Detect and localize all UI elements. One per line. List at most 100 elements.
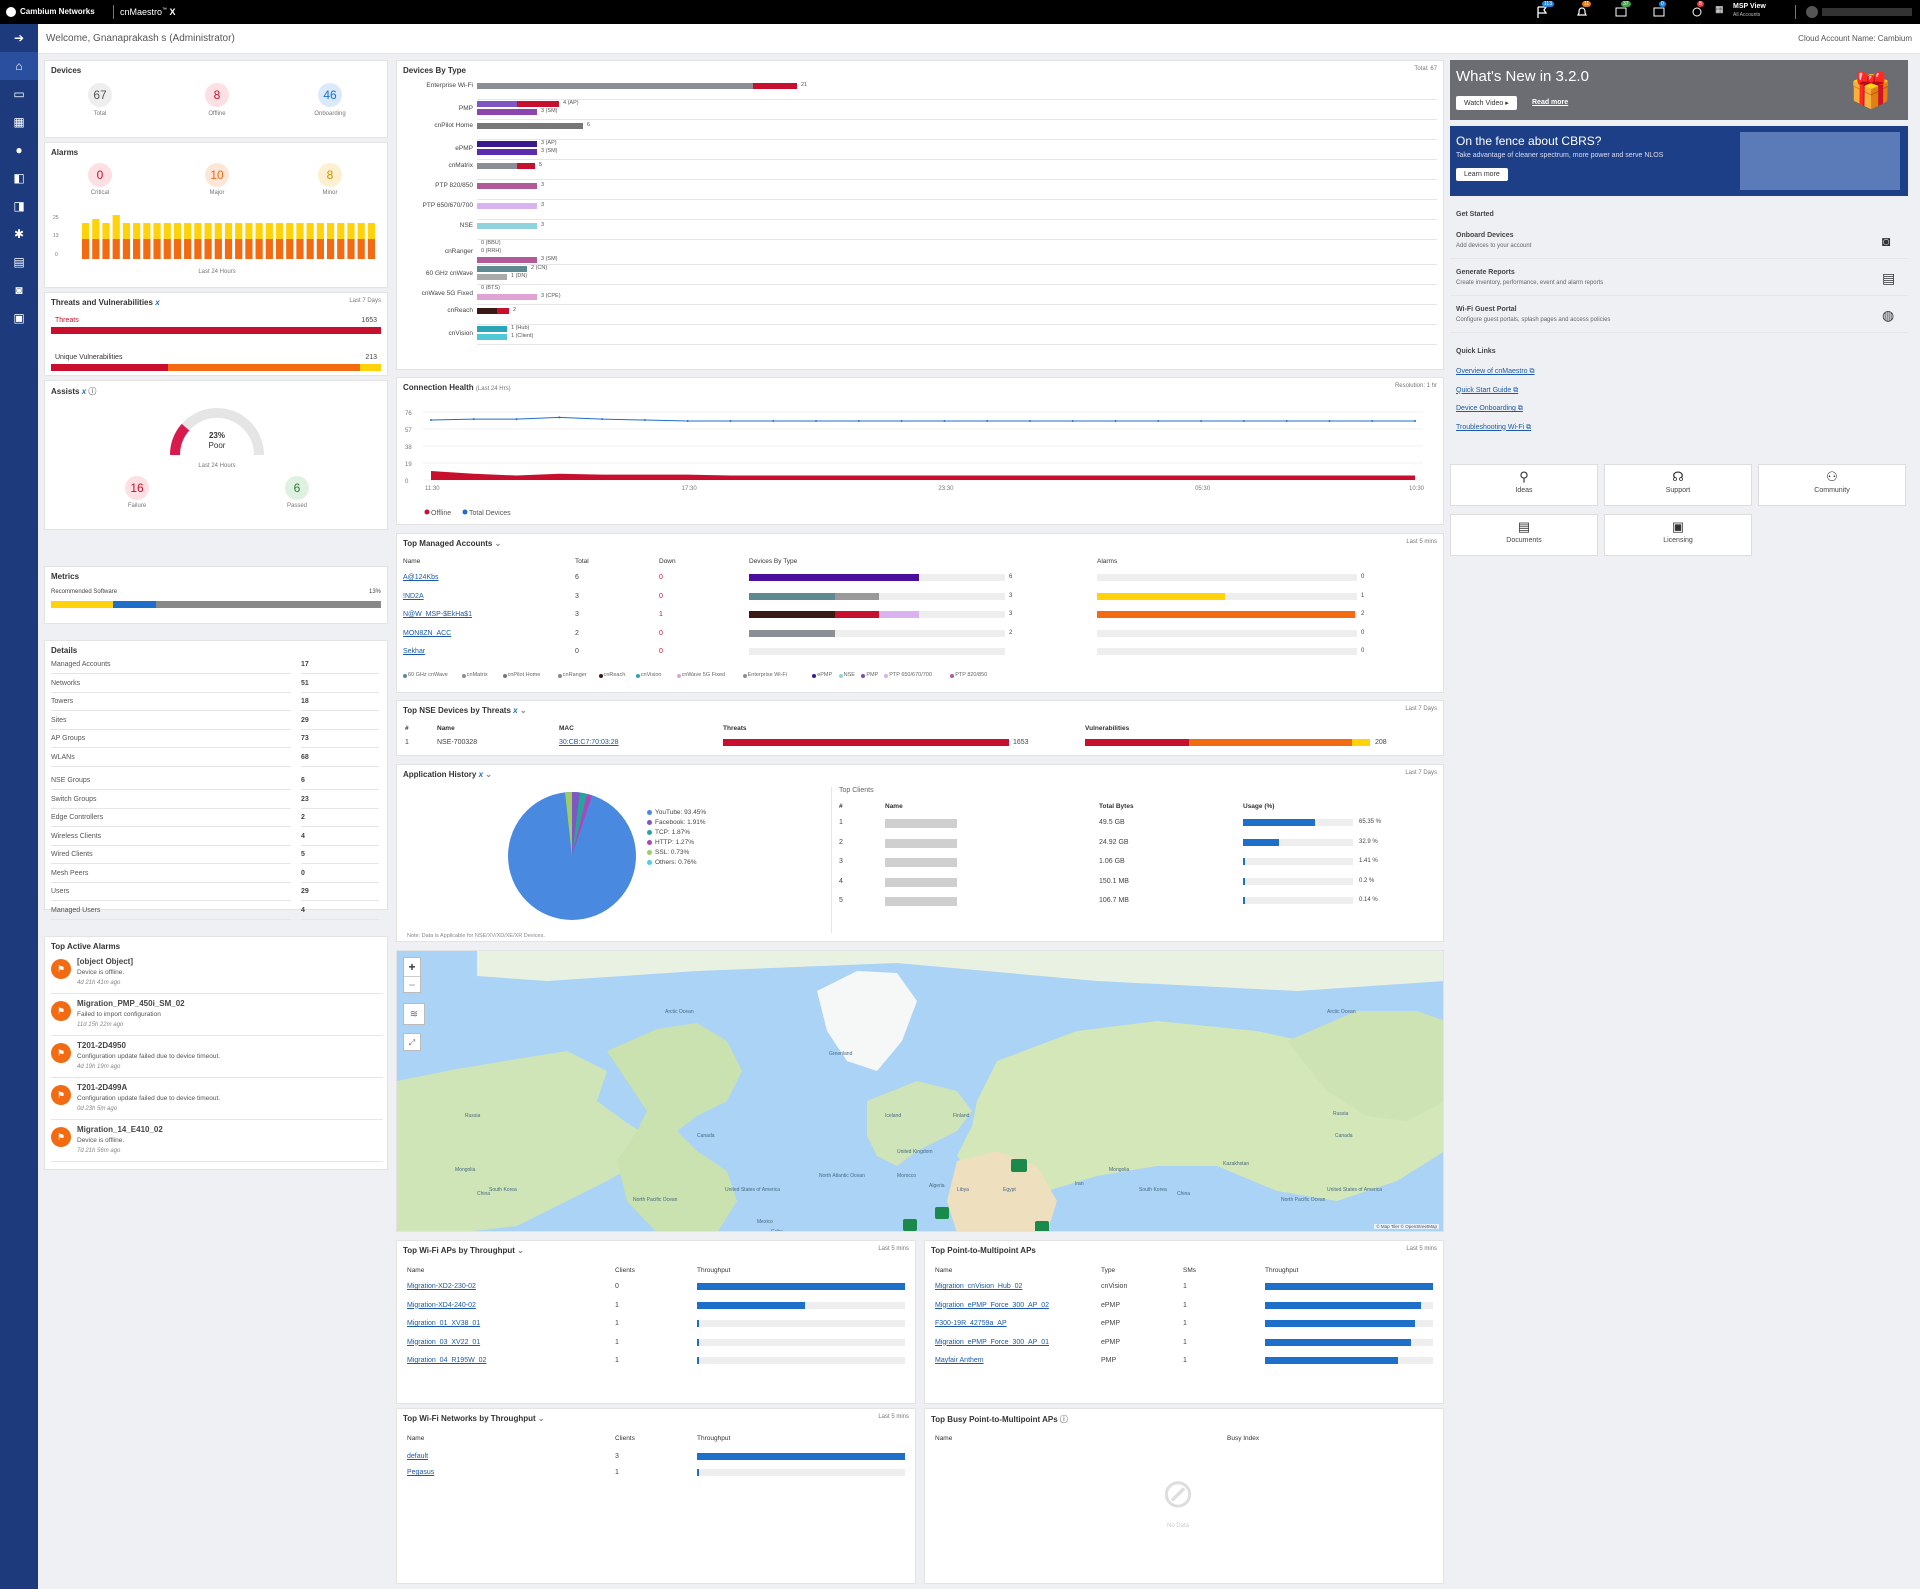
row-name-link[interactable]: default (407, 1453, 429, 1460)
device-type-bar[interactable] (477, 294, 537, 300)
detail-value[interactable]: 29 (301, 716, 309, 724)
tile-community[interactable]: ⚇ Community (1758, 464, 1906, 506)
alarm-name[interactable]: T201-2D499A (77, 1083, 128, 1092)
app-pie-chart[interactable] (507, 791, 637, 921)
nse-mac-link[interactable]: 30:CB:C7:70:03:28 (559, 739, 619, 746)
tile-ideas[interactable]: ⚲ Ideas (1450, 464, 1598, 506)
device-type-bar[interactable] (477, 123, 583, 129)
gear-status-icon[interactable]: 37 (1614, 1, 1631, 19)
device-type-bar[interactable] (753, 83, 797, 89)
get-started-item-title[interactable]: Onboard Devices (1456, 232, 1514, 239)
row-name-link[interactable]: Mayfair Anthem (935, 1357, 984, 1364)
learn-more-button[interactable]: Learn more (1456, 168, 1508, 181)
throughput-bar[interactable] (1265, 1283, 1433, 1290)
detail-value[interactable]: 4 (301, 906, 305, 914)
avatar[interactable] (1806, 6, 1818, 18)
alarm-name[interactable]: T201-2D4950 (77, 1041, 126, 1050)
collapse-arrow-icon[interactable]: ➔ (13, 31, 25, 45)
throughput-bar[interactable] (697, 1338, 700, 1346)
devices-offline[interactable]: 8 (205, 83, 229, 107)
alarm-name[interactable]: [object Object] (77, 957, 134, 966)
assists-failure[interactable]: 16 (125, 476, 149, 500)
world-map[interactable]: + − ≋ ⤢ Arctic Ocean Greenland Russia Canad… (396, 950, 1444, 1232)
devices-onboarding[interactable]: 46 (318, 83, 342, 107)
throughput-bar[interactable] (1265, 1301, 1422, 1309)
vuln-minor-bar[interactable] (360, 364, 381, 371)
nse-threats-bar[interactable] (723, 739, 1009, 746)
account-device-bar[interactable] (749, 574, 919, 581)
detail-value[interactable]: 68 (301, 753, 309, 761)
detail-value[interactable]: 23 (301, 795, 309, 803)
zoom-out-button[interactable]: − (404, 976, 420, 993)
zoom-in-button[interactable]: + (408, 960, 416, 974)
tasks-icon[interactable]: 0 (1652, 1, 1666, 19)
nse-vuln-minor[interactable] (1352, 739, 1370, 746)
usage-bar[interactable] (1243, 858, 1245, 865)
detail-value[interactable]: 51 (301, 679, 309, 687)
watch-video-button[interactable]: Watch Video ▸ (1456, 96, 1517, 110)
device-type-bar[interactable] (477, 149, 537, 155)
client-name-redacted[interactable] (885, 877, 957, 887)
detail-value[interactable]: 5 (301, 851, 305, 858)
software-bar-b[interactable] (113, 601, 156, 608)
alarm-name[interactable]: Migration_14_E410_02 (77, 1125, 163, 1134)
device-type-bar[interactable] (477, 266, 527, 272)
get-started-item-title[interactable]: Generate Reports (1456, 269, 1515, 276)
alarms-major[interactable]: 10 (205, 163, 229, 187)
row-name-link[interactable]: Migration_04_R195W_02 (407, 1357, 487, 1364)
device-type-bar[interactable] (517, 101, 559, 107)
row-name-link[interactable]: Migration-XD4-240-02 (407, 1301, 476, 1309)
client-name-redacted[interactable] (885, 897, 957, 906)
usage-bar[interactable] (1243, 819, 1315, 826)
row-name-link[interactable]: Migration_03_XV22_01 (407, 1338, 481, 1346)
nse-vuln-critical[interactable] (1085, 739, 1189, 746)
msp-view-label[interactable]: MSP View (1733, 3, 1766, 10)
quick-link[interactable]: Troubleshooting Wi-Fi ⧉ (1456, 423, 1532, 431)
threats-bar[interactable] (51, 327, 381, 334)
account-name-link[interactable]: Sekhar (403, 648, 426, 655)
account-device-bar[interactable] (749, 629, 835, 637)
globe-icon[interactable]: ◍ (1882, 307, 1895, 323)
map-marker-icon[interactable] (1011, 1159, 1027, 1172)
software-bar-c[interactable] (156, 601, 381, 608)
usage-bar[interactable] (1243, 838, 1280, 846)
vuln-critical-bar[interactable] (51, 364, 168, 371)
client-name-redacted[interactable] (885, 858, 957, 867)
tile-support[interactable]: ☊ Support (1604, 464, 1752, 506)
quick-link[interactable]: Quick Start Guide ⧉ (1456, 386, 1519, 394)
throughput-bar[interactable] (697, 1320, 700, 1327)
detail-value[interactable]: 18 (301, 698, 309, 705)
detail-value[interactable]: 6 (301, 777, 305, 784)
detail-value[interactable]: 0 (301, 869, 305, 877)
throughput-bar[interactable] (697, 1453, 905, 1460)
vuln-major-bar[interactable] (168, 364, 360, 371)
alarms-critical[interactable]: 0 (88, 163, 112, 187)
user-name-redacted[interactable] (1822, 8, 1912, 16)
nse-vuln-major[interactable] (1189, 739, 1352, 746)
account-name-link[interactable]: A@124Kbs (403, 574, 439, 581)
tile-licensing[interactable]: ▣ Licensing (1604, 514, 1752, 556)
throughput-bar[interactable] (697, 1301, 806, 1309)
assists-passed[interactable]: 6 (285, 476, 309, 500)
row-name-link[interactable]: Migration_ePMP_Force_300_AP_01 (935, 1338, 1050, 1346)
map-marker-icon[interactable] (1035, 1221, 1049, 1231)
throughput-bar[interactable] (1265, 1357, 1398, 1364)
device-type-bar[interactable] (477, 326, 507, 332)
monitor-icon[interactable]: ▭ (13, 87, 25, 101)
account-device-bar[interactable] (879, 611, 919, 618)
throughput-bar[interactable] (697, 1283, 905, 1290)
detail-value[interactable]: 29 (301, 888, 309, 895)
device-type-bar[interactable] (477, 83, 753, 89)
camera-icon[interactable]: ◙ (1882, 233, 1891, 249)
apps-icon[interactable]: ▤ (13, 255, 25, 269)
camera-icon[interactable]: ◙ (15, 283, 23, 297)
map-marker-icon[interactable] (903, 1219, 917, 1231)
get-started-item-title[interactable]: Wi-Fi Guest Portal (1456, 306, 1517, 313)
layers-icon[interactable]: ≋ (403, 1003, 425, 1025)
device-type-bar[interactable] (497, 308, 509, 314)
throughput-bar[interactable] (1265, 1338, 1412, 1346)
account-device-bar[interactable] (749, 611, 835, 618)
client-name-redacted[interactable] (885, 819, 957, 828)
account-name-link[interactable]: N@W_MSP-$EkHa$1 (403, 611, 472, 618)
sync-icon[interactable]: 8 (1690, 1, 1704, 19)
